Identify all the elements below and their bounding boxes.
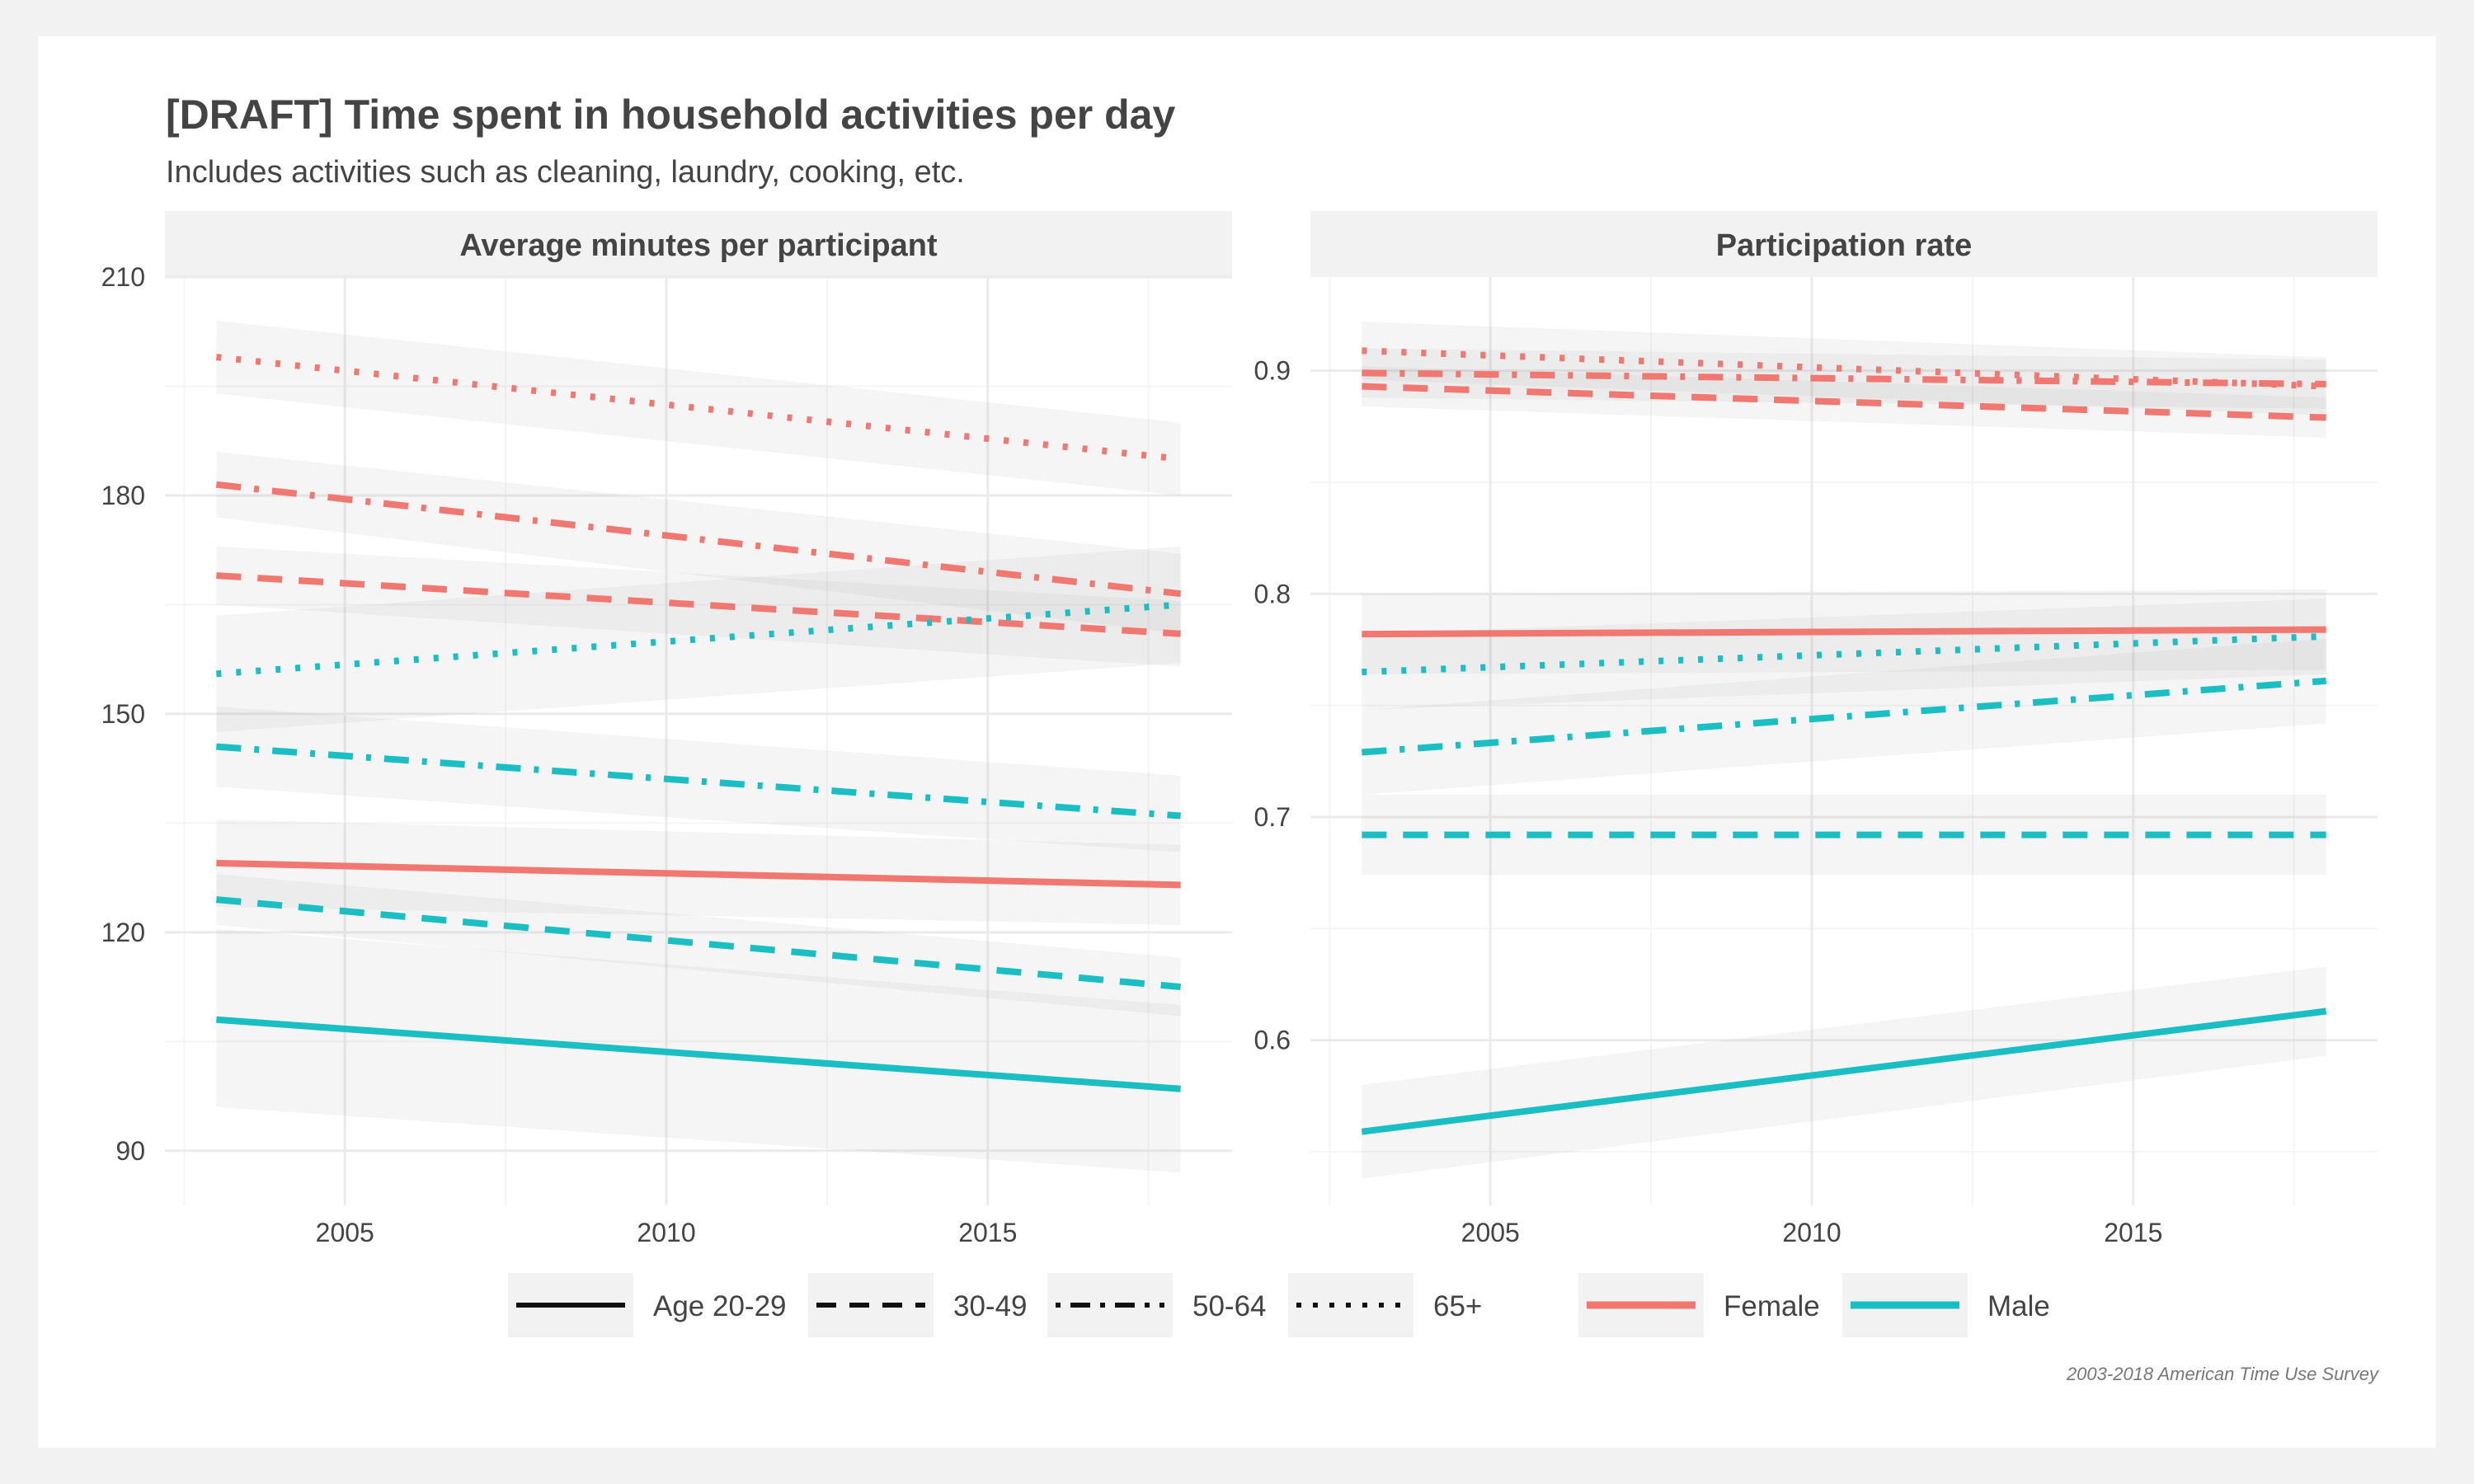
y-tick-label: 0.9: [1254, 356, 1291, 386]
chart-svg: [DRAFT] Time spent in household activiti…: [101, 92, 2380, 1384]
confidence-band: [1362, 638, 2326, 795]
legend-item-30-49: 30-49: [808, 1273, 1028, 1337]
strip-background: [1310, 211, 2378, 277]
trend-line-male-65-: [1362, 632, 2326, 676]
legend: Age 20-29 30-49 50-64 65+ Female: [508, 1273, 2050, 1337]
legend-label-50-64: 50-64: [1192, 1290, 1267, 1322]
chart-card: [DRAFT] Time spent in household activiti…: [38, 36, 2436, 1448]
trend-line-female-50-64: [1362, 369, 2326, 387]
trend-line-female-50-64: [215, 481, 1182, 598]
chart-title: [DRAFT] Time spent in household activiti…: [166, 92, 1175, 138]
y-tick-label: 0.6: [1254, 1026, 1291, 1055]
x-tick-label: 2005: [316, 1218, 374, 1247]
ticks-minutes: 2005 2010 2015 90 120 150 180 210: [101, 262, 1018, 1247]
confidence-band: [1362, 348, 2326, 409]
legend-label-age-20-29: Age 20-29: [653, 1290, 787, 1322]
confidence-band: [216, 928, 1181, 1173]
trend-line-male-age-20-29: [1361, 1007, 2327, 1135]
confidence-band: [216, 707, 1181, 852]
ribbons-minutes: [216, 320, 1181, 1173]
panel-average-minutes: Average minutes per participant 2005 2010…: [101, 211, 1232, 1247]
confidence-band: [1362, 598, 2326, 711]
y-tick-label: 120: [101, 918, 145, 947]
legend-label-male: Male: [1987, 1290, 2050, 1322]
confidence-band: [216, 320, 1181, 495]
confidence-band: [1362, 366, 2326, 438]
x-tick-label: 2010: [637, 1218, 695, 1247]
y-tick-label: 210: [101, 262, 145, 292]
legend-label-female: Female: [1724, 1290, 1820, 1322]
trend-line-female-65-: [1362, 347, 2326, 390]
strip-background: [165, 211, 1232, 277]
confidence-band: [216, 874, 1181, 1017]
y-tick-label: 150: [101, 699, 145, 729]
x-tick-label: 2015: [958, 1218, 1017, 1247]
confidence-band: [216, 546, 1181, 732]
lines-minutes: [215, 354, 1182, 1092]
chart-subtitle: Includes activities such as cleaning, la…: [166, 155, 965, 190]
confidence-band: [216, 451, 1181, 634]
legend-item-65-plus: 65+: [1288, 1273, 1482, 1337]
ticks-participation: 2005 2010 2015 0.6 0.7 0.8 0.9: [1254, 356, 2163, 1247]
trend-line-female-65-: [215, 354, 1182, 463]
chart-caption: 2003-2018 American Time Use Survey: [2066, 1364, 2380, 1384]
y-tick-label: 0.7: [1254, 802, 1291, 832]
legend-item-female: Female: [1578, 1273, 1820, 1337]
panel-title-participation: Participation rate: [1716, 228, 1972, 263]
y-tick-label: 0.8: [1254, 579, 1291, 608]
confidence-band: [1362, 322, 2326, 416]
trend-line-male-50-64: [216, 743, 1181, 819]
x-tick-label: 2015: [2104, 1218, 2162, 1247]
trend-line-female-30-49: [1362, 383, 2326, 421]
trend-line-female-age-20-29: [216, 859, 1181, 889]
trend-line-male-50-64: [1362, 677, 2326, 756]
legend-label-30-49: 30-49: [953, 1290, 1028, 1322]
x-tick-label: 2010: [1782, 1218, 1841, 1247]
legend-item-50-64: 50-64: [1047, 1273, 1267, 1337]
panel-title-minutes: Average minutes per participant: [459, 228, 938, 263]
legend-item-age-20-29: Age 20-29: [508, 1273, 787, 1337]
trend-line-female-age-20-29: [1362, 626, 2326, 638]
trend-line-male-30-49: [216, 896, 1181, 991]
confidence-band: [216, 546, 1181, 667]
grid-participation: [1310, 277, 2378, 1205]
panel-participation-rate: Participation rate 2005 2010 2015 0.6 0.7 0.8…: [1254, 211, 2378, 1247]
legend-label-65-plus: 65+: [1433, 1290, 1482, 1322]
trend-line-male-65-: [216, 601, 1181, 678]
trend-line-female-30-49: [216, 572, 1181, 637]
trend-line-male-age-20-29: [216, 1016, 1181, 1092]
y-tick-label: 180: [101, 481, 145, 510]
legend-key-bg: [1047, 1273, 1173, 1337]
y-tick-label: 90: [115, 1136, 145, 1166]
x-tick-label: 2005: [1461, 1218, 1520, 1247]
confidence-band: [1362, 794, 2326, 876]
legend-item-male: Male: [1842, 1273, 2050, 1337]
lines-participation: [1361, 347, 2327, 1135]
ribbons-participation: [1362, 322, 2326, 1179]
